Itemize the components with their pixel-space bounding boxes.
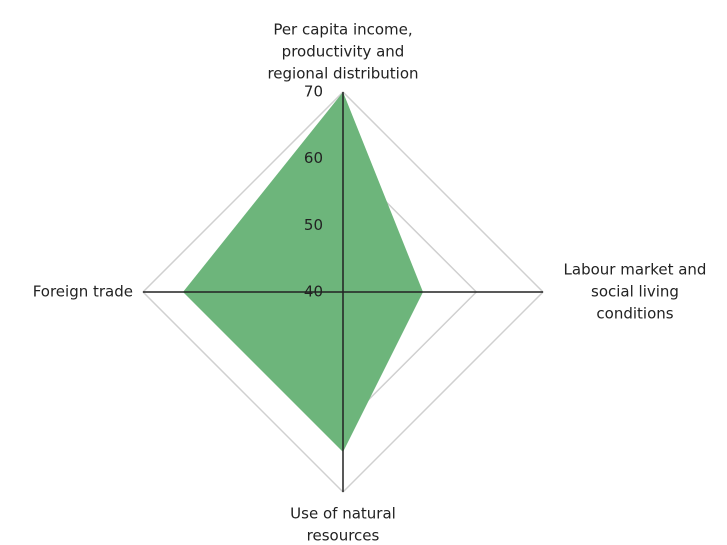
r-tick-label: 50 — [304, 216, 323, 234]
data-area — [183, 92, 423, 452]
axis-label: productivity and — [282, 43, 405, 61]
axis-label: social living — [591, 283, 679, 301]
r-tick-label: 60 — [304, 149, 323, 167]
axis-label: regional distribution — [267, 65, 418, 83]
axis-label: resources — [307, 527, 380, 545]
axis-label: Foreign trade — [33, 283, 133, 301]
axis-label: Labour market and — [564, 261, 707, 279]
r-tick-label: 70 — [304, 83, 323, 101]
axis-label: Use of natural — [290, 505, 396, 523]
r-tick-label: 40 — [304, 283, 323, 301]
axis-label: conditions — [596, 305, 673, 323]
axis-label: Per capita income, — [273, 21, 412, 39]
